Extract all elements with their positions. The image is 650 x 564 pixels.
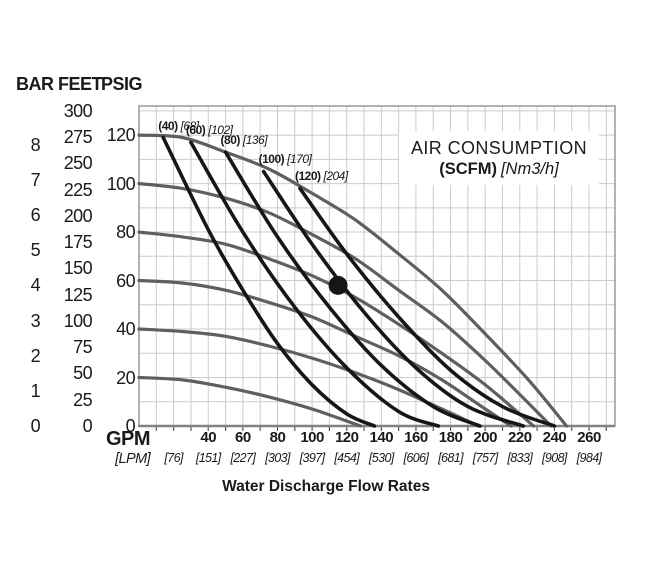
120-scfm-curve-label-nm3h: [204] [323,169,348,184]
chart-subtitle-nm3h: [Nm3/h] [500,159,559,178]
psig-tick-0: 0 [125,416,136,436]
psig-axis-header: PSIG [101,74,143,94]
20-psig-curve [137,375,363,428]
40-scfm-curve [161,135,377,428]
bar-tick-7: 7 [30,169,41,190]
40-scfm-curve-label: (40) [68] [158,118,200,133]
x-axis-title: Water Discharge Flow Rates [222,478,430,495]
feet-tick-25: 25 [73,389,92,410]
feet-tick-300: 300 [63,100,93,121]
40-scfm-curve-label-nm3h: [68] [180,118,200,133]
feet-tick-275: 275 [63,127,93,148]
gpm-tick-100: 100 [300,429,324,446]
feet-tick-150: 150 [63,258,93,279]
psig-tick-100: 100 [106,173,136,194]
lpm-axis-header: [LPM] [115,451,150,467]
60-psig-curve [137,278,513,428]
60-scfm-curve [189,140,441,428]
gpm-tick-140: 140 [369,429,394,446]
lpm-tick-160: [606] [403,451,429,465]
80-scfm-curve-label: (80) [136] [221,134,268,147]
40-scfm-curve-label-scfm: (40) [158,118,178,133]
lpm-tick-80: [303] [265,451,290,465]
80-scfm-curve [223,150,482,428]
feet-tick-0: 0 [82,416,93,436]
lpm-tick-220: [833] [507,451,533,465]
chart-title: AIR CONSUMPTION [410,137,587,158]
120-scfm-curve [298,186,557,428]
120-scfm-curve-label: (120) [204] [295,170,348,183]
80-scfm-curve-label-scfm: (80) [220,133,241,148]
bar-tick-8: 8 [30,134,41,155]
80-scfm-curve-label-nm3h: [136] [242,133,268,148]
lpm-tick-240: [908] [542,451,567,465]
psig-tick-20: 20 [116,367,135,388]
60-scfm-curve-label: (60) [102] [186,124,233,137]
lpm-tick-60: [227] [230,451,256,465]
lpm-tick-260: [984] [576,451,602,465]
chart-subtitle-scfm: (SCFM) [439,159,497,178]
psig-tick-40: 40 [116,319,135,340]
chart-subtitle: (SCFM) [Nm3/h] [439,160,559,179]
feet-tick-175: 175 [63,232,93,253]
bar-axis-header: BAR [16,74,54,94]
lpm-tick-200: [757] [472,451,498,465]
grid-lines [139,106,615,426]
bar-tick-4: 4 [30,275,41,296]
100-scfm-curve-label-scfm: (100) [258,152,285,167]
gpm-tick-160: 160 [404,429,428,446]
bar-tick-3: 3 [30,310,41,331]
feet-tick-200: 200 [63,205,93,226]
bar-tick-1: 1 [30,380,41,401]
100-scfm-curve-label: (100) [170] [259,153,312,166]
bar-tick-6: 6 [30,205,41,226]
100-psig-curve [137,182,553,428]
120-psig-curve [137,133,569,428]
feet-axis-header: FEET [58,74,103,94]
100-scfm-curve-label-nm3h: [170] [287,152,312,167]
x-axis-tick-marks [155,426,607,431]
lpm-tick-100: [397] [299,451,325,465]
feet-tick-75: 75 [73,337,92,358]
operating-point-dot [328,275,348,295]
feet-tick-225: 225 [63,179,93,200]
60-scfm-curve-label-scfm: (60) [185,123,206,138]
gpm-tick-180: 180 [438,429,463,446]
lpm-tick-180: [681] [438,451,463,465]
lpm-tick-120: [454] [334,451,360,465]
100-scfm-curve [261,169,526,428]
gpm-tick-60: 60 [235,429,251,446]
gpm-tick-220: 220 [508,429,532,446]
60-scfm-curve-label-nm3h: [102] [208,123,233,138]
gpm-tick-260: 260 [577,429,601,446]
feet-tick-100: 100 [63,310,93,331]
psig-tick-80: 80 [116,222,135,243]
gpm-tick-120: 120 [334,429,359,446]
gpm-tick-200: 200 [473,429,497,446]
bar-tick-0: 0 [30,416,41,436]
psig-tick-120: 120 [106,125,136,146]
lpm-tick-20: [76] [164,451,183,465]
lpm-tick-40: [151] [195,451,221,465]
bar-tick-5: 5 [30,240,41,261]
chart-title-box: AIR CONSUMPTION (SCFM) [Nm3/h] [399,131,599,185]
gpm-tick-240: 240 [542,429,567,446]
gpm-tick-40: 40 [200,429,217,446]
bar-tick-2: 2 [30,345,41,366]
lpm-tick-140: [530] [368,451,394,465]
gpm-axis-header: GPM [105,428,151,450]
psig-tick-60: 60 [116,270,135,291]
feet-tick-125: 125 [63,284,93,305]
feet-tick-250: 250 [63,153,93,174]
gpm-tick-80: 80 [269,429,286,446]
120-scfm-curve-label-scfm: (120) [294,169,321,184]
feet-tick-50: 50 [73,363,92,384]
